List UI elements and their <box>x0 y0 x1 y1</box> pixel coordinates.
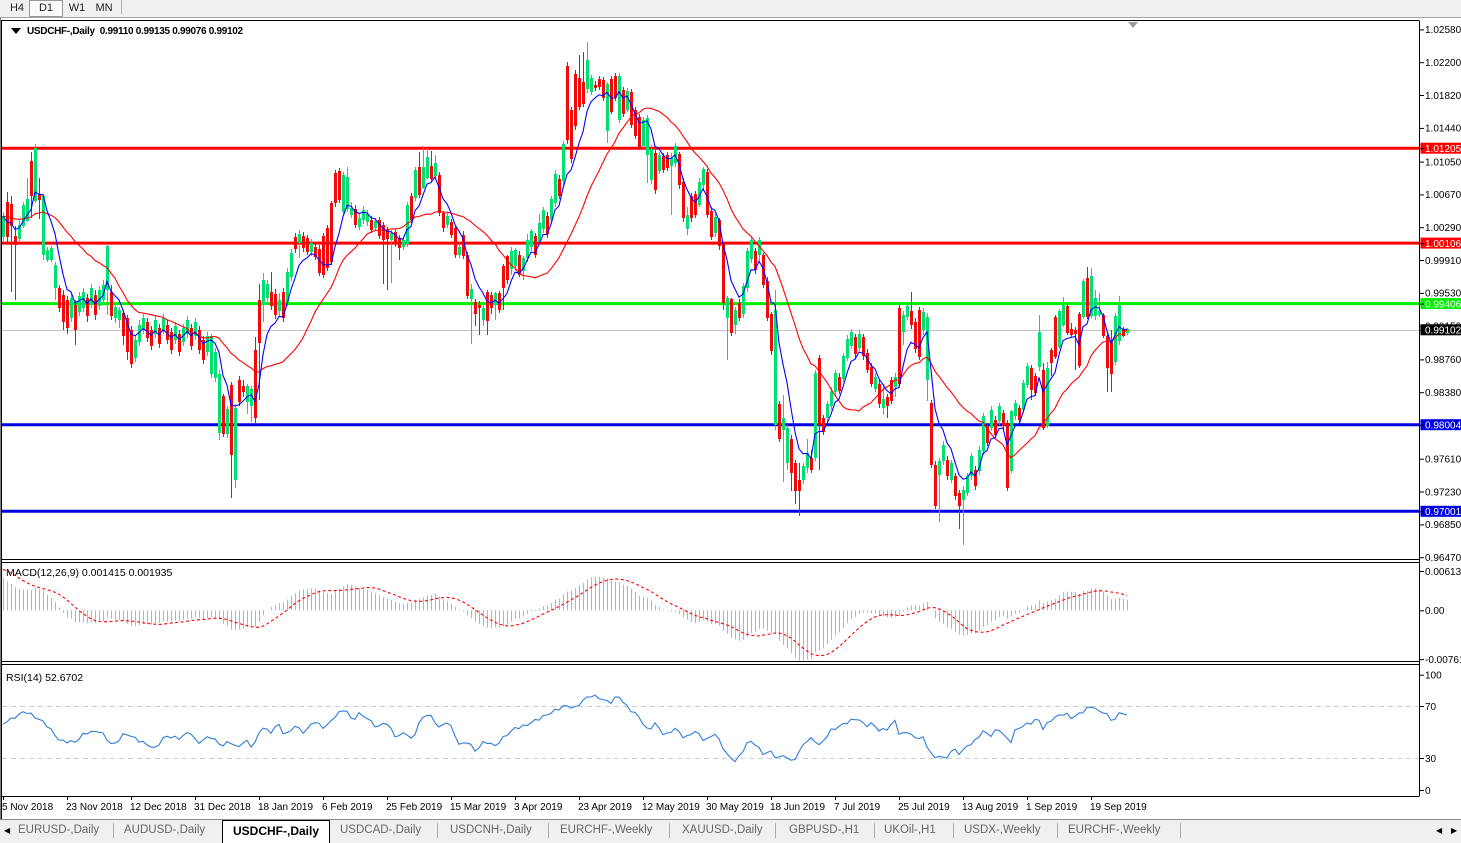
svg-text:0.97230: 0.97230 <box>1425 487 1461 498</box>
svg-text:0.96470: 0.96470 <box>1425 553 1461 564</box>
svg-text:1 Sep 2019: 1 Sep 2019 <box>1026 802 1078 813</box>
svg-text:0.97610: 0.97610 <box>1425 455 1461 466</box>
svg-text:15 Mar 2019: 15 Mar 2019 <box>450 802 507 813</box>
svg-text:3 Apr 2019: 3 Apr 2019 <box>514 802 563 813</box>
svg-text:18 Jun 2019: 18 Jun 2019 <box>770 802 825 813</box>
svg-text:1.00290: 1.00290 <box>1425 223 1461 234</box>
svg-text:0.98380: 0.98380 <box>1425 388 1461 399</box>
svg-text:5 Nov 2018: 5 Nov 2018 <box>2 802 54 813</box>
svg-text:70: 70 <box>1425 702 1437 713</box>
svg-text:-0.007612: -0.007612 <box>1425 655 1461 666</box>
svg-text:0.99910: 0.99910 <box>1425 256 1461 267</box>
svg-text:0.00613: 0.00613 <box>1425 567 1461 578</box>
svg-text:0: 0 <box>1425 786 1431 797</box>
svg-text:USDCHF-,Daily 0.99110 0.99135: USDCHF-,Daily 0.99110 0.99135 0.99076 0.… <box>27 26 244 37</box>
svg-text:1.02200: 1.02200 <box>1425 58 1461 69</box>
svg-text:1.00670: 1.00670 <box>1425 190 1461 201</box>
svg-text:0.99530: 0.99530 <box>1425 289 1461 300</box>
svg-text:1.01820: 1.01820 <box>1425 91 1461 102</box>
svg-text:6 Feb 2019: 6 Feb 2019 <box>322 802 373 813</box>
svg-text:MACD(12,26,9) 0.001415 0.00193: MACD(12,26,9) 0.001415 0.001935 <box>6 567 173 579</box>
svg-text:25 Jul 2019: 25 Jul 2019 <box>898 802 950 813</box>
svg-text:0.00: 0.00 <box>1425 606 1445 617</box>
svg-text:0.98004: 0.98004 <box>1425 421 1461 432</box>
svg-text:0.99102: 0.99102 <box>1425 326 1461 337</box>
svg-text:1.01205: 1.01205 <box>1425 144 1461 155</box>
svg-text:100: 100 <box>1425 671 1442 682</box>
svg-text:0.99406: 0.99406 <box>1425 299 1461 310</box>
svg-text:7 Jul 2019: 7 Jul 2019 <box>834 802 881 813</box>
svg-text:25 Feb 2019: 25 Feb 2019 <box>386 802 443 813</box>
svg-text:13 Aug 2019: 13 Aug 2019 <box>962 802 1019 813</box>
svg-text:18 Jan 2019: 18 Jan 2019 <box>258 802 313 813</box>
svg-text:30: 30 <box>1425 754 1437 765</box>
svg-text:RSI(14) 52.6702: RSI(14) 52.6702 <box>6 672 83 684</box>
svg-text:1.01050: 1.01050 <box>1425 157 1461 168</box>
svg-text:23 Nov 2018: 23 Nov 2018 <box>66 802 123 813</box>
svg-text:31 Dec 2018: 31 Dec 2018 <box>194 802 251 813</box>
svg-text:1.00106: 1.00106 <box>1425 239 1461 250</box>
svg-text:0.97001: 0.97001 <box>1425 507 1461 518</box>
svg-text:23 Apr 2019: 23 Apr 2019 <box>578 802 632 813</box>
svg-text:30 May 2019: 30 May 2019 <box>706 802 764 813</box>
svg-text:12 Dec 2018: 12 Dec 2018 <box>130 802 187 813</box>
svg-text:0.98760: 0.98760 <box>1425 355 1461 366</box>
svg-text:1.02580: 1.02580 <box>1425 25 1461 36</box>
svg-text:1.01440: 1.01440 <box>1425 124 1461 135</box>
svg-text:12 May 2019: 12 May 2019 <box>642 802 700 813</box>
svg-text:19 Sep 2019: 19 Sep 2019 <box>1090 802 1147 813</box>
svg-text:0.96850: 0.96850 <box>1425 520 1461 531</box>
